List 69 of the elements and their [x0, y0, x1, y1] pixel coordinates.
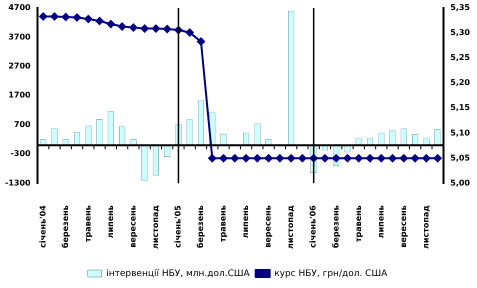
y2-tick-label: 5,05 — [450, 153, 470, 162]
x-tick-label: вересень — [264, 205, 273, 248]
x-tick-label: травень — [354, 205, 363, 242]
x-tick-label: січень'06 — [308, 204, 318, 248]
point — [96, 17, 104, 26]
x-tick-label: березень — [60, 205, 70, 248]
x-tick-label: березень — [196, 205, 206, 248]
y-tick-label: 2700 — [8, 62, 32, 71]
point — [253, 154, 262, 162]
x-tick-label: березень — [331, 205, 340, 248]
y2-tick-label: 5,10 — [450, 128, 470, 138]
point — [354, 154, 363, 162]
point — [106, 20, 115, 28]
x-tick-label: листопад — [421, 204, 430, 250]
point — [73, 14, 82, 22]
point — [242, 154, 250, 162]
x-tick-label: січень'04 — [38, 204, 48, 248]
x-tick-label: вересень — [398, 205, 408, 248]
x-tick-label: вересень — [128, 205, 138, 248]
point — [400, 154, 408, 162]
y2-tick-label: 5,30 — [450, 28, 470, 38]
point — [377, 154, 386, 162]
point — [230, 154, 239, 162]
point — [287, 154, 296, 162]
x-tick-label: листопад — [286, 204, 296, 250]
x-tick-label: січень'05 — [174, 204, 183, 248]
x-tick-label: липень — [241, 205, 250, 238]
point — [50, 12, 58, 21]
y2-tick-label: 5,25 — [450, 53, 470, 62]
x-tick-label: липень — [376, 205, 386, 238]
point — [320, 154, 329, 162]
x-tick-label: травень — [218, 205, 228, 242]
point — [276, 154, 284, 162]
point — [332, 154, 340, 162]
point — [39, 12, 48, 21]
legend-label: інтервенції НБУ, млн.дол.США — [106, 268, 251, 279]
y-tick-label: 700 — [14, 120, 32, 129]
y2-tick-label: 5,00 — [450, 178, 470, 188]
point — [208, 154, 216, 162]
y2-tick-label: 5,20 — [450, 78, 470, 88]
point — [62, 13, 70, 22]
point — [264, 154, 273, 162]
point — [220, 154, 228, 162]
x-tick-label: листопад — [150, 204, 160, 250]
y-tick-label: 4700 — [8, 3, 32, 12]
point — [422, 154, 430, 162]
y-tick-label: 3700 — [8, 32, 32, 42]
legend-label: курс НБУ, грн/дол. США — [274, 268, 388, 279]
point — [366, 154, 374, 162]
point — [84, 15, 92, 24]
point — [388, 154, 397, 162]
point — [118, 22, 126, 31]
y-tick-label: 1700 — [8, 90, 32, 100]
point — [298, 154, 306, 162]
x-tick-label: травень — [83, 205, 92, 242]
point — [140, 24, 149, 33]
y-tick-label: -1300 — [4, 178, 32, 188]
point — [163, 25, 172, 34]
point — [152, 24, 160, 33]
y-tick-label: -300 — [10, 149, 32, 158]
point — [411, 154, 420, 162]
point — [196, 38, 205, 46]
point — [186, 28, 194, 37]
x-tick-label: липень — [106, 205, 115, 238]
point — [129, 24, 138, 32]
point — [434, 154, 442, 162]
y2-tick-label: 5,15 — [450, 103, 470, 112]
y2-tick-label: 5,35 — [450, 3, 470, 12]
point — [343, 154, 352, 162]
